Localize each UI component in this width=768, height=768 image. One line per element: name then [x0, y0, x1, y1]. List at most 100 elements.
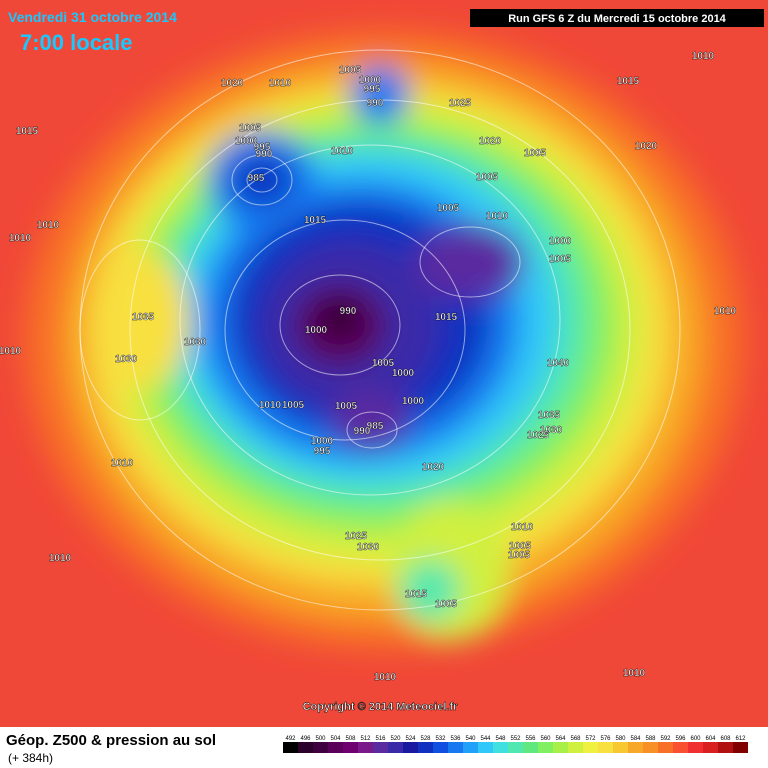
isobar-label: 1010 [9, 233, 32, 244]
colorbar-label: 564 [555, 736, 566, 742]
isobar-label: 1010 [37, 220, 60, 231]
colorbar-label: 588 [645, 736, 656, 742]
isobar-label: 1010 [692, 51, 715, 62]
isobar-label: 1035 [538, 410, 561, 421]
isobar-label: 990 [256, 149, 273, 160]
colorbar-swatch [493, 742, 508, 753]
field-contour [330, 390, 410, 450]
colorbar-label: 612 [735, 736, 746, 742]
colorbar-label: 604 [705, 736, 716, 742]
isobar-label: 1015 [405, 589, 428, 600]
isobar-label: 1015 [304, 215, 327, 226]
colorbar-label: 508 [345, 736, 356, 742]
isobar-label: 985 [367, 421, 384, 432]
colorbar-swatch [373, 742, 388, 753]
isobar-label: 1010 [714, 306, 737, 317]
isobar-label: 1000 [392, 368, 415, 379]
isobar-label: 1020 [221, 78, 244, 89]
isobar-label: 1005 [524, 148, 547, 159]
isobar-label: 1025 [345, 531, 368, 542]
colorbar-swatch [313, 742, 328, 753]
colorbar-label: 580 [615, 736, 626, 742]
colorbar-swatch [718, 742, 733, 753]
isobar-label: 1005 [549, 254, 572, 265]
colorbar-label: 496 [300, 736, 311, 742]
colorbar-swatch [673, 742, 688, 753]
colorbar-swatch [388, 742, 403, 753]
colorbar-swatch [583, 742, 598, 753]
isobar-label: 1010 [259, 400, 282, 411]
field-contour [415, 224, 525, 300]
colorbar-label: 544 [480, 736, 491, 742]
colorbar-label: 600 [690, 736, 701, 742]
field-contour [90, 250, 190, 390]
colorbar-label: 524 [405, 736, 416, 742]
colorbar-label: 512 [360, 736, 371, 742]
forecast-date: Vendredi 31 octobre 2014 [8, 9, 177, 25]
isobar-label: 990 [354, 426, 371, 437]
isobar-label: 1000 [549, 236, 572, 247]
colorbar-swatch [298, 742, 313, 753]
run-banner [470, 9, 764, 27]
isobar-labels: 1020 1010 1005 1000 995 990 1025 1015 1010 1015 10… [0, 51, 737, 683]
isobar-label: 1025 [449, 98, 472, 109]
isobar-label: 1035 [132, 312, 155, 323]
isobar-label: 1005 [339, 65, 362, 76]
colorbar-swatch [403, 742, 418, 753]
colorbar-swatch [658, 742, 673, 753]
colorbar-swatch [283, 742, 298, 753]
isobar-label: 1005 [509, 541, 532, 552]
geopotential-field [24, 30, 744, 650]
isobar-label: 1020 [479, 136, 502, 147]
colorbar-label: 516 [375, 736, 386, 742]
isobar-label: 1015 [16, 126, 39, 137]
colorbar-swatch [628, 742, 643, 753]
isobar-label: 1015 [617, 76, 640, 87]
colorbar-swatch [343, 742, 358, 753]
colorbar-swatch [553, 742, 568, 753]
isobar-label: 1025 [527, 430, 550, 441]
isobar-label: 985 [248, 173, 265, 184]
colorbar-swatch [508, 742, 523, 753]
colorbar-swatch [733, 742, 748, 753]
colorbar-swatch [538, 742, 553, 753]
field-contour [350, 65, 410, 125]
isobar-label: 1000 [235, 136, 258, 147]
isobar-label: 1010 [0, 346, 22, 357]
colorbar-label: 608 [720, 736, 731, 742]
isobar-label: 995 [364, 84, 381, 95]
isobar-label: 1010 [269, 78, 292, 89]
isobar-label: 990 [340, 306, 357, 317]
isobar-label: 1010 [511, 522, 534, 533]
isobar-label: 1005 [508, 550, 531, 561]
isobar-label: 1030 [184, 337, 207, 348]
isobar-label: 1010 [486, 211, 509, 222]
isobar-label: 1005 [437, 203, 460, 214]
colorbar-swatch [448, 742, 463, 753]
colorbar-swatch [688, 742, 703, 753]
isobar-label: 990 [367, 98, 384, 109]
isobar-label: 1010 [49, 553, 72, 564]
isobar-label: 1030 [540, 425, 563, 436]
colorbar-label: 556 [525, 736, 536, 742]
colorbar-label: 592 [660, 736, 671, 742]
isobar-label: 1000 [305, 325, 328, 336]
colorbar-swatch [568, 742, 583, 753]
isobar-label: 1010 [374, 672, 397, 683]
isobar-label: 1010 [331, 146, 354, 157]
isobar-label: 1030 [115, 354, 138, 365]
copyright: Copyright © 2014 Meteociel.fr [303, 701, 459, 713]
field-contour [400, 560, 460, 620]
isobar-label: 1040 [547, 358, 570, 369]
colorbar-swatch [613, 742, 628, 753]
colorbar-label: 560 [540, 736, 551, 742]
colorbar-label: 576 [600, 736, 611, 742]
isobar-label: 1000 [311, 436, 334, 447]
isobar-label: 1020 [422, 462, 445, 473]
run-info: Run GFS 6 Z du Mercredi 15 octobre 2014 [508, 13, 726, 25]
footer-title: Géop. Z500 & pression au sol [6, 732, 216, 749]
colorbar-label: 520 [390, 736, 401, 742]
isobar-label: 1000 [402, 396, 425, 407]
colorbar-label: 540 [465, 736, 476, 742]
